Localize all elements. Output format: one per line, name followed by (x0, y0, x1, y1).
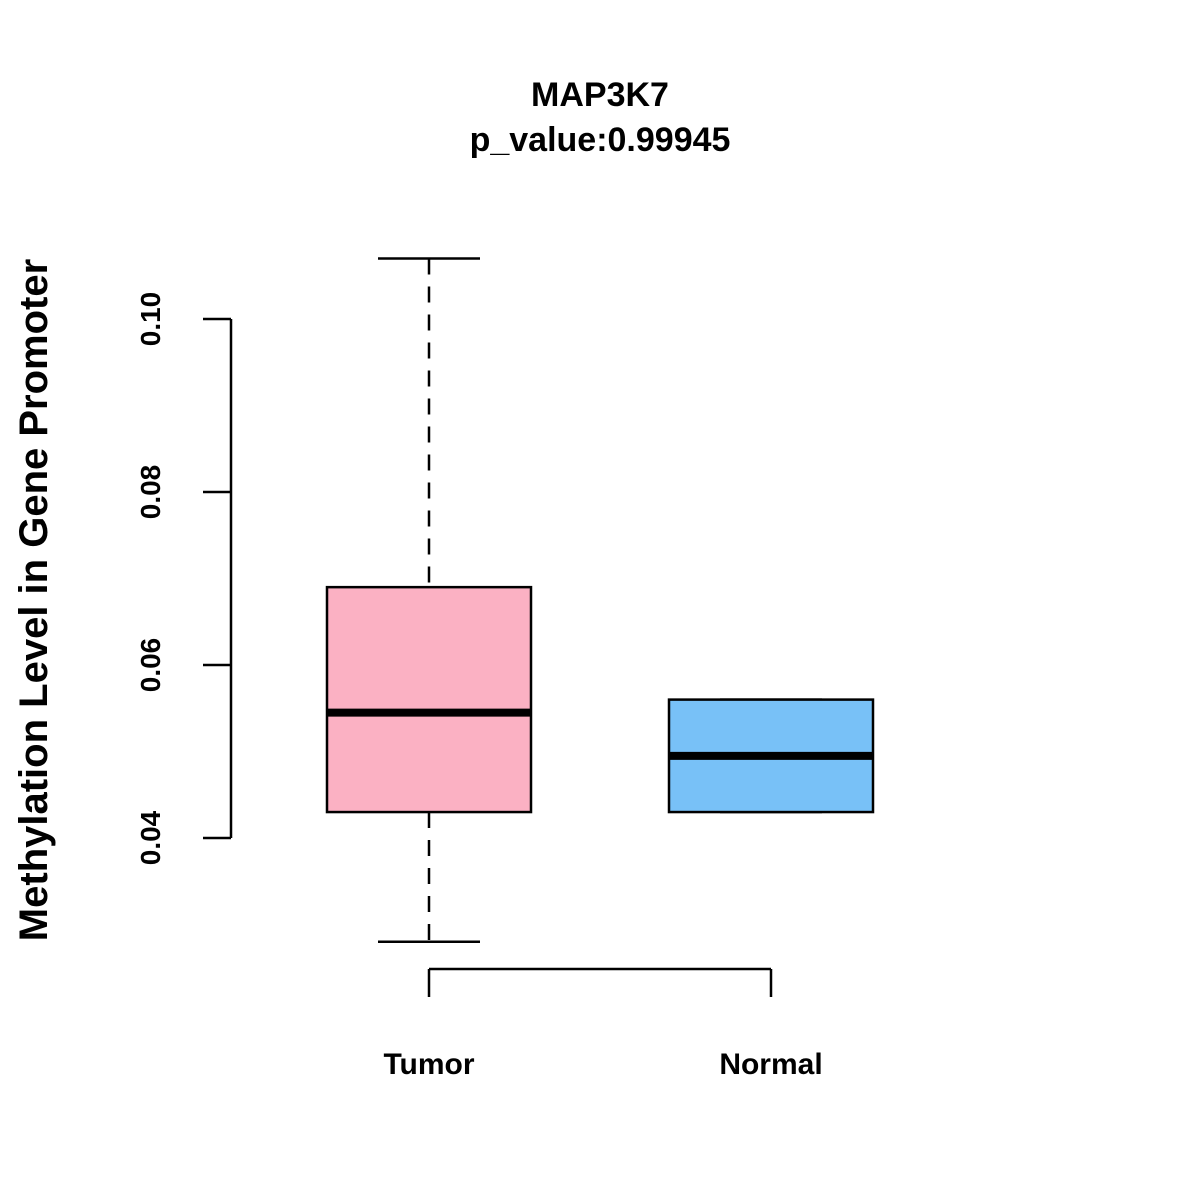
boxes (325, 257, 875, 944)
y-axis-label: Methylation Level in Gene Promoter (12, 259, 56, 941)
x-tick-label: Tumor (383, 1048, 474, 1081)
y-tick-label: 0.04 (135, 810, 166, 865)
x-axis: Tumor Normal (383, 967, 823, 1081)
y-tick-label: 0.06 (135, 638, 166, 693)
y-axis: 0.04 0.06 0.08 0.10 (135, 292, 233, 865)
chart-title: MAP3K7 (531, 76, 669, 114)
y-tick-label: 0.10 (135, 292, 166, 347)
x-tick-label: Normal (719, 1048, 822, 1081)
y-tick-label: 0.08 (135, 465, 166, 520)
box-tumor (325, 257, 533, 944)
box-normal (667, 698, 875, 814)
chart-subtitle: p_value:0.99945 (470, 121, 731, 159)
box-iqr (325, 585, 533, 814)
